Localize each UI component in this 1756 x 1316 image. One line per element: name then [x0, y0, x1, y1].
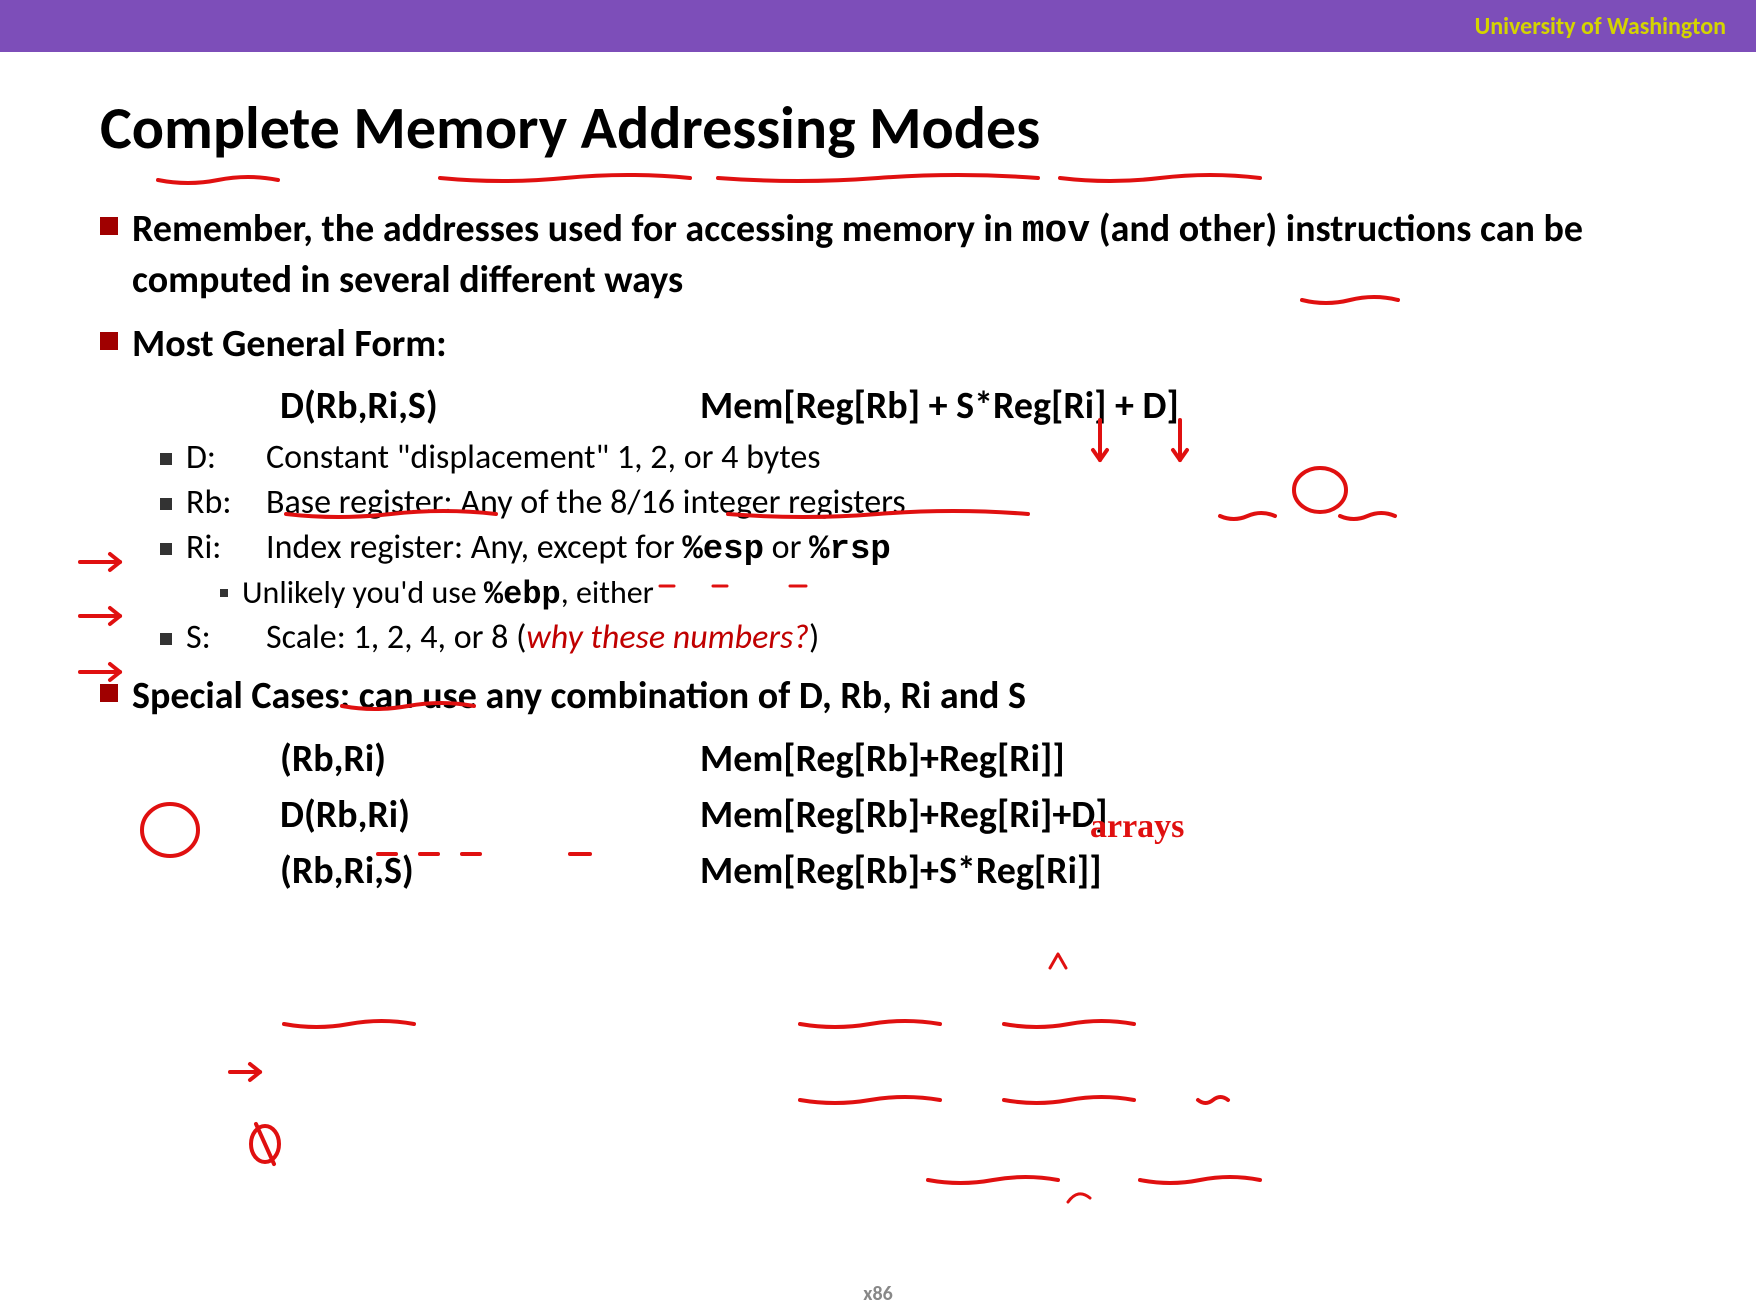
- annotation-arrays-text: arrays: [1090, 808, 1184, 846]
- param-D: D: Constant "displacement" 1, 2, or 4 by…: [160, 437, 1656, 478]
- header-bar: University of Washington: [0, 0, 1756, 52]
- bullet-general-form-text: Most General Form:: [132, 320, 447, 369]
- header-institution: University of Washington: [1475, 12, 1726, 41]
- special-case-3-lhs: (Rb,Ri,S): [280, 848, 700, 894]
- general-form-formula: D(Rb,Ri,S) Mem[Reg[Rb] + S*Reg[Ri] + D]: [280, 383, 1656, 429]
- special-case-3-rhs: Mem[Reg[Rb]+S*Reg[Ri]]: [700, 848, 1102, 894]
- param-D-desc: Constant "displacement" 1, 2, or 4 bytes: [266, 437, 821, 478]
- slide-title: Complete Memory Addressing Modes: [100, 92, 1656, 165]
- bullet-square-icon: [100, 684, 118, 702]
- sub-bullet-square-icon: [160, 543, 172, 555]
- special-case-1: (Rb,Ri) Mem[Reg[Rb]+Reg[Ri]]: [280, 736, 1656, 782]
- bullet-square-icon: [100, 217, 118, 235]
- bullet-general-form: Most General Form:: [100, 320, 1656, 369]
- ri-note-text: Unlikely you'd use %ebp, either: [242, 573, 654, 613]
- special-case-2-lhs: D(Rb,Ri): [280, 792, 700, 838]
- param-Rb: Rb: Base register: Any of the 8/16 integ…: [160, 482, 1656, 523]
- bullet-remember: Remember, the addresses used for accessi…: [100, 205, 1656, 306]
- general-form-rhs: Mem[Reg[Rb] + S*Reg[Ri] + D]: [700, 383, 1179, 429]
- sub-bullet-square-icon: [160, 498, 172, 510]
- param-D-label: D:: [186, 437, 266, 478]
- ri-note: Unlikely you'd use %ebp, either: [220, 573, 1656, 613]
- slide-footer: x86: [0, 1282, 1756, 1306]
- param-Rb-label: Rb:: [186, 482, 266, 523]
- param-Ri: Ri: Index register: Any, except for %esp…: [160, 527, 1656, 569]
- bullet-square-icon: [100, 332, 118, 350]
- sub-bullet-square-icon: [160, 633, 172, 645]
- special-case-2: D(Rb,Ri) Mem[Reg[Rb]+Reg[Ri]+D]: [280, 792, 1656, 838]
- sub-sub-bullet-square-icon: [220, 589, 228, 597]
- bullet-special-cases: Special Cases: can use any combination o…: [100, 672, 1656, 721]
- special-case-1-lhs: (Rb,Ri): [280, 736, 700, 782]
- slide-content: Complete Memory Addressing Modes Remembe…: [0, 52, 1756, 894]
- param-Ri-label: Ri:: [186, 527, 266, 568]
- sub-bullet-square-icon: [160, 453, 172, 465]
- param-S: S: Scale: 1, 2, 4, or 8 (why these numbe…: [160, 617, 1656, 658]
- special-case-2-rhs: Mem[Reg[Rb]+Reg[Ri]+D]: [700, 792, 1108, 838]
- general-form-lhs: D(Rb,Ri,S): [280, 383, 700, 429]
- param-S-desc: Scale: 1, 2, 4, or 8 (why these numbers?…: [266, 617, 819, 658]
- bullet-special-cases-text: Special Cases: can use any combination o…: [132, 672, 1026, 721]
- special-case-3: (Rb,Ri,S) Mem[Reg[Rb]+S*Reg[Ri]]: [280, 848, 1656, 894]
- param-Rb-desc: Base register: Any of the 8/16 integer r…: [266, 482, 906, 523]
- bullet-remember-text: Remember, the addresses used for accessi…: [132, 205, 1656, 306]
- special-case-1-rhs: Mem[Reg[Rb]+Reg[Ri]]: [700, 736, 1065, 782]
- param-Ri-desc: Index register: Any, except for %esp or …: [266, 527, 891, 569]
- param-S-label: S:: [186, 617, 266, 658]
